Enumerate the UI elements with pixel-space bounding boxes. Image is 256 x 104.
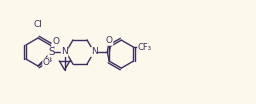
Text: O: O: [43, 58, 50, 67]
Text: Cl: Cl: [34, 20, 42, 29]
Text: N: N: [91, 48, 97, 56]
Text: S: S: [48, 47, 55, 57]
Text: CF₃: CF₃: [138, 43, 152, 52]
Text: O: O: [106, 36, 113, 45]
Text: N: N: [61, 48, 68, 56]
Text: O: O: [53, 37, 60, 46]
